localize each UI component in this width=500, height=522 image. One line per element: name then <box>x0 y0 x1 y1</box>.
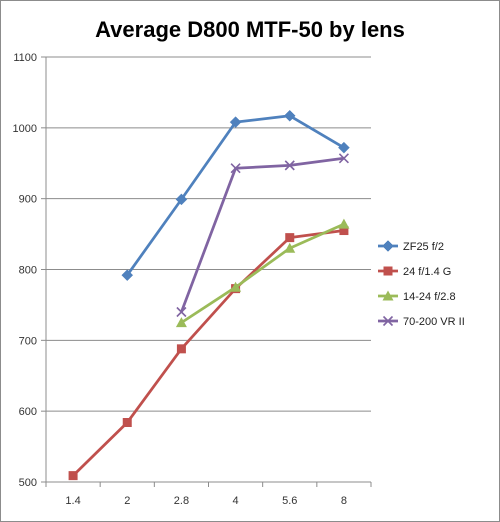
series-line-2 <box>180 222 345 324</box>
legend-label: 24 f/1.4 G <box>403 266 451 278</box>
y-tick-label: 1100 <box>13 52 37 64</box>
y-tick-label: 1000 <box>13 123 37 135</box>
chart-title: Average D800 MTF-50 by lens <box>95 17 405 42</box>
data-point <box>338 153 349 164</box>
series-1 <box>68 226 349 481</box>
x-tick-label: 4 <box>233 495 239 507</box>
data-point <box>175 317 187 328</box>
data-point <box>339 226 349 236</box>
data-point <box>338 141 350 154</box>
legend-entry-0: ZF25 f/2 <box>378 240 444 253</box>
data-point <box>229 116 242 129</box>
data-point <box>68 471 78 481</box>
data-point <box>283 109 296 122</box>
data-point <box>284 160 295 171</box>
x-tick-label: 2 <box>124 495 130 507</box>
data-point <box>285 233 295 243</box>
legend-swatch-marker <box>382 240 394 252</box>
data-point <box>230 281 242 292</box>
legend-entry-3: 70-200 VR II <box>378 315 465 328</box>
series-line-0 <box>126 114 345 276</box>
x-tick-label: 1.4 <box>65 495 80 507</box>
data-point <box>175 193 188 206</box>
data-point <box>121 269 134 282</box>
x-tick-label: 8 <box>341 495 347 507</box>
legend-entry-1: 24 f/1.4 G <box>378 266 451 278</box>
y-tick-label: 500 <box>19 477 37 489</box>
legend: ZF25 f/2 24 f/1.4 G 14-24 f/2.8 70-200 VR I… <box>378 240 465 328</box>
series-3 <box>176 153 349 318</box>
series-2 <box>175 218 350 328</box>
legend-label: 70-200 VR II <box>403 316 465 328</box>
y-tick-label: 800 <box>19 265 37 277</box>
data-point <box>284 242 296 253</box>
legend-label: 14-24 f/2.8 <box>403 291 456 303</box>
series-layer <box>68 109 350 481</box>
series-0 <box>121 109 350 282</box>
series-line-3 <box>180 156 345 313</box>
data-point <box>122 418 132 427</box>
legend-swatch-marker <box>382 290 394 301</box>
y-tick-label: 600 <box>19 406 37 418</box>
legend-label: ZF25 f/2 <box>403 241 444 253</box>
data-point <box>176 306 187 318</box>
legend-swatch-marker <box>382 315 394 327</box>
legend-swatch-marker <box>383 266 393 276</box>
data-point <box>176 344 186 354</box>
series-line-1 <box>72 229 345 477</box>
axis-layer: 500 600 700 800 900 1000 1100 1.4 2 2.8 4 5.6 8 <box>13 52 372 507</box>
x-tick-label: 5.6 <box>282 495 297 507</box>
y-tick-label: 700 <box>19 335 37 347</box>
data-point <box>338 218 350 229</box>
grid-layer <box>46 56 371 412</box>
x-tick-label: 2.8 <box>174 495 189 507</box>
legend-entry-2: 14-24 f/2.8 <box>378 290 456 303</box>
y-tick-label: 900 <box>19 194 37 206</box>
data-point <box>230 163 241 174</box>
